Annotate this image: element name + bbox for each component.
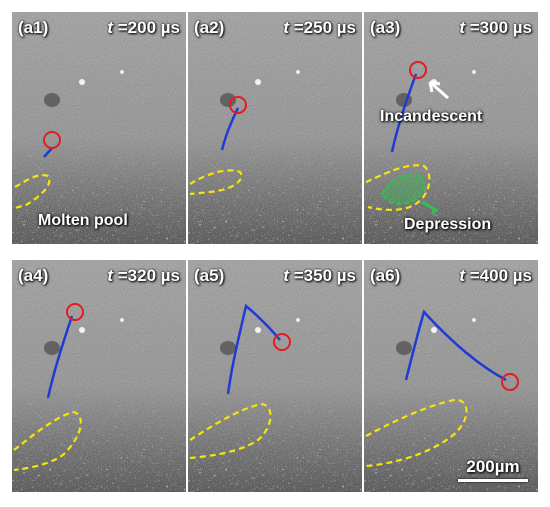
particle-marker (43, 131, 61, 149)
time-label: t =250 µs (283, 18, 356, 37)
molten-pool-outline (14, 174, 51, 210)
panel-a2: (a2) t =250 µs (188, 12, 362, 244)
molten-pool-label: Molten pool (38, 212, 128, 229)
particle-marker (66, 303, 84, 321)
panel-label: (a5) (194, 266, 225, 285)
time-label: t =400 µs (459, 266, 532, 285)
time-label: t =320 µs (107, 266, 180, 285)
particle-marker (501, 373, 519, 391)
scale-bar-label: 200µm (466, 457, 520, 476)
panel-a6: (a6) t =400 µs 200µm (364, 260, 538, 492)
molten-pool-outline (365, 398, 468, 468)
particle-trajectory (220, 107, 240, 151)
particle-trajectory (226, 303, 281, 395)
incandescent-label: Incandescent (380, 108, 483, 125)
panel-label: (a2) (194, 18, 225, 37)
panel-label: (a1) (18, 18, 49, 37)
particle-trajectory (46, 315, 74, 399)
panel-a6-image (364, 260, 538, 492)
particle-trajectory (43, 147, 53, 158)
panel-label: (a4) (18, 266, 49, 285)
panel-a3: (a3) t =300 µs Incandescent Depression (364, 12, 538, 244)
scale-bar: 200µm (456, 457, 530, 482)
particle-marker (409, 61, 427, 79)
molten-pool-outline (13, 410, 82, 472)
incandescent-arrow (428, 80, 449, 100)
particle-trajectory (390, 73, 418, 153)
panel-a5-image (188, 260, 362, 492)
panel-label: (a6) (370, 266, 401, 285)
molten-pool-outline (365, 164, 431, 211)
particle-trajectory (404, 309, 507, 382)
time-label: t =200 µs (107, 18, 180, 37)
particle-marker (229, 96, 247, 114)
panel-a1-image (12, 12, 186, 244)
molten-pool-outline (189, 169, 243, 196)
depression-outline (380, 173, 426, 205)
panel-a2-image (188, 12, 362, 244)
depression-arrow (421, 200, 439, 216)
particle-marker (273, 333, 291, 351)
panel-a1: (a1) t =200 µs Molten pool (12, 12, 186, 244)
depression-label: Depression (404, 216, 492, 233)
panel-a5: (a5) t =350 µs (188, 260, 362, 492)
time-label: t =300 µs (459, 18, 532, 37)
scale-bar-line (458, 479, 528, 482)
panel-a3-image (364, 12, 538, 244)
time-label: t =350 µs (283, 266, 356, 285)
panel-label: (a3) (370, 18, 401, 37)
panel-a4: (a4) t =320 µs (12, 260, 186, 492)
panel-a4-image (12, 260, 186, 492)
